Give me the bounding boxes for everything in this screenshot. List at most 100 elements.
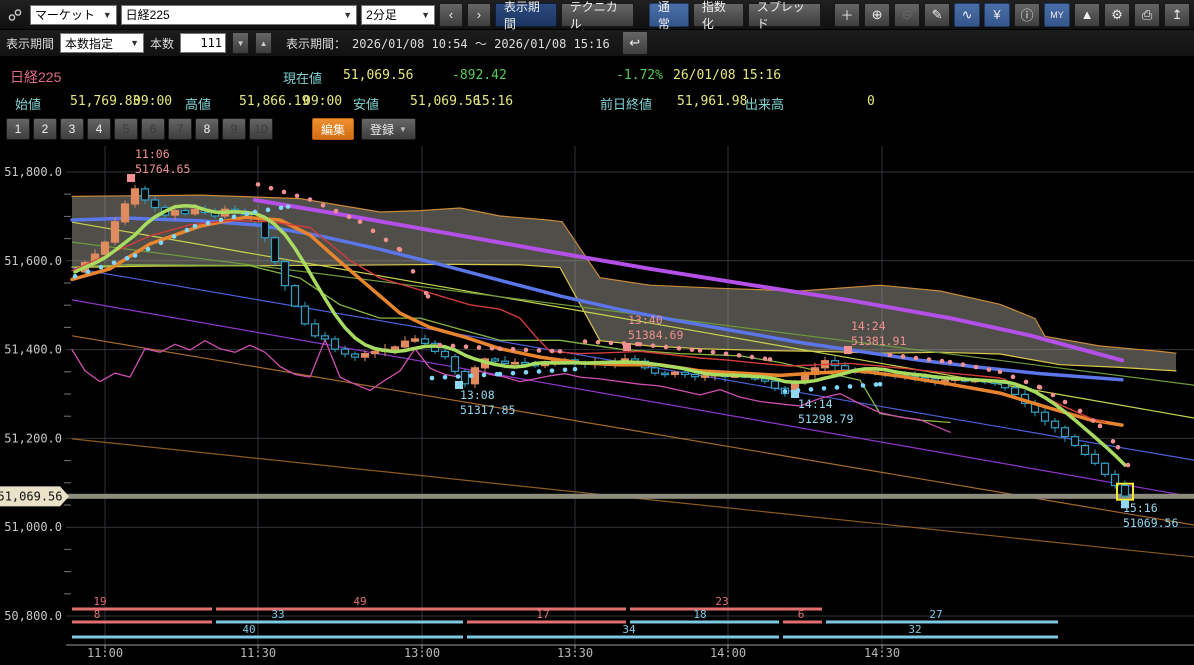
my-chart-icon[interactable]: MY xyxy=(1044,2,1071,27)
svg-text:33: 33 xyxy=(271,608,284,621)
settings-wrench-icon[interactable]: ⚙ xyxy=(1104,2,1131,27)
svg-text:51298.79: 51298.79 xyxy=(798,412,853,426)
low-label: 安値 xyxy=(353,97,380,112)
svg-text:51,600.0: 51,600.0 xyxy=(4,254,62,268)
svg-text:6: 6 xyxy=(798,608,805,621)
prev-close-label: 前日終値 xyxy=(600,97,653,112)
icon-button-group: ＋ ⊕ ⊖ ✎ ∿ ¥ ⓘ MY ▲ ⚙ ⎙ ↥ xyxy=(834,2,1191,27)
preset-button-9: 9 xyxy=(222,118,246,140)
svg-text:13:40: 13:40 xyxy=(628,313,663,327)
svg-text:32: 32 xyxy=(908,623,921,636)
zoom-in-icon[interactable]: ⊕ xyxy=(864,2,891,27)
svg-text:8: 8 xyxy=(94,608,101,621)
svg-text:15:16: 15:16 xyxy=(1123,501,1158,515)
chevron-down-icon: ▼ xyxy=(421,9,431,20)
quote-time: 15:16 xyxy=(742,68,782,83)
high-time: 09:00 xyxy=(303,94,343,109)
preset-button-6: 6 xyxy=(141,118,165,140)
spread-mode-button[interactable]: スプレッド xyxy=(747,0,821,31)
price-chart-canvas[interactable]: 51,800.0 51,600.0 51,400.0 51,200.0 51,000.0… xyxy=(0,140,1194,665)
reset-period-icon[interactable]: ↩ xyxy=(621,31,648,55)
zoom-out-icon: ⊖ xyxy=(894,2,921,27)
period-range-value: 2026/01/08 10:54 ～ 2026/01/08 15:16 xyxy=(352,36,610,51)
low-value: 51,069.56 xyxy=(410,94,481,109)
high-value: 51,866.19 xyxy=(239,94,310,109)
quote-date: 26/01/08 xyxy=(673,68,736,83)
preset-button-10: 10 xyxy=(249,118,273,140)
export-icon[interactable]: ↥ xyxy=(1164,2,1191,27)
svg-text:27: 27 xyxy=(929,608,942,621)
volume-label: 出来高 xyxy=(745,97,785,112)
svg-text:49: 49 xyxy=(353,595,366,608)
current-label: 現在値 xyxy=(283,71,323,86)
svg-text:51,200.0: 51,200.0 xyxy=(4,431,62,445)
crosshair-icon[interactable]: ＋ xyxy=(834,2,861,27)
svg-text:11:06: 11:06 xyxy=(135,147,170,161)
preset-button-4[interactable]: 4 xyxy=(87,118,111,140)
print-icon[interactable]: ⎙ xyxy=(1134,2,1161,27)
svg-text:14:14: 14:14 xyxy=(798,397,833,411)
preset-button-8[interactable]: 8 xyxy=(195,118,219,140)
mountain-chart-icon[interactable]: ▲ xyxy=(1074,2,1101,27)
period-range-label: 表示期間： xyxy=(286,36,347,51)
preset-button-2[interactable]: 2 xyxy=(33,118,57,140)
period-toolbar: 表示期間 本数指定▼ 本数 ▼ ▲ 表示期間： 2026/01/08 10:54… xyxy=(0,30,1194,57)
svg-text:13:30: 13:30 xyxy=(557,646,593,660)
next-button[interactable]: › xyxy=(467,2,491,27)
chart-area[interactable]: 51,800.0 51,600.0 51,400.0 51,200.0 51,000.0… xyxy=(0,140,1194,665)
preset-button-3[interactable]: 3 xyxy=(60,118,84,140)
chart-pointer-icon[interactable]: ∿ xyxy=(954,2,981,27)
open-time: 09:00 xyxy=(133,94,173,109)
prev-button[interactable]: ‹ xyxy=(439,2,463,27)
technical-button[interactable]: テクニカル xyxy=(560,0,634,31)
svg-text:50,800.0: 50,800.0 xyxy=(4,609,62,623)
register-button[interactable]: 登録 ▼ xyxy=(361,118,416,140)
svg-text:14:00: 14:00 xyxy=(710,646,746,660)
svg-text:23: 23 xyxy=(715,595,728,608)
normal-mode-button[interactable]: 通常 xyxy=(648,0,689,31)
chevron-down-icon: ▼ xyxy=(102,9,112,20)
main-toolbar: マーケット ▼ 日経225 ▼ 2分足 ▼ ‹ › 表示期間 テクニカル 通常 指数化… xyxy=(0,0,1194,31)
prev-close-value: 51,961.98 xyxy=(677,94,748,109)
draw-pencil-icon[interactable]: ✎ xyxy=(924,2,951,27)
spin-up-button[interactable]: ▲ xyxy=(255,32,273,54)
svg-text:51,069.56: 51,069.56 xyxy=(0,489,63,503)
svg-text:11:30: 11:30 xyxy=(240,646,276,660)
change-value: -892.42 xyxy=(452,68,507,83)
yen-icon[interactable]: ¥ xyxy=(984,2,1011,27)
edit-button[interactable]: 編集 xyxy=(312,118,355,140)
current-value: 51,069.56 xyxy=(343,68,414,83)
svg-text:51317.85: 51317.85 xyxy=(460,403,515,417)
svg-text:51,400.0: 51,400.0 xyxy=(4,343,62,357)
chevron-down-icon: ▼ xyxy=(399,124,407,134)
svg-text:14:24: 14:24 xyxy=(851,319,886,333)
display-period-button[interactable]: 表示期間 xyxy=(494,0,557,31)
preset-button-5: 5 xyxy=(114,118,138,140)
bars-label: 本数 xyxy=(150,36,175,51)
svg-text:51384.69: 51384.69 xyxy=(628,328,683,342)
count-mode-select[interactable]: 本数指定 ▼ xyxy=(60,33,145,53)
bars-count-input[interactable] xyxy=(180,33,227,53)
indexed-mode-button[interactable]: 指数化 xyxy=(692,0,744,31)
spin-down-button[interactable]: ▼ xyxy=(232,32,250,54)
svg-text:51764.65: 51764.65 xyxy=(135,162,190,176)
svg-text:51,000.0: 51,000.0 xyxy=(4,520,62,534)
preset-button-1[interactable]: 1 xyxy=(6,118,30,140)
interval-select[interactable]: 2分足 ▼ xyxy=(361,4,436,25)
display-period-label: 表示期間 xyxy=(6,36,55,51)
open-value: 51,769.83 xyxy=(70,94,141,109)
svg-text:13:00: 13:00 xyxy=(404,646,440,660)
quote-panel: 日経225 現在値 51,069.56 -892.42 -1.72% 26/01… xyxy=(0,57,1194,115)
svg-text:17: 17 xyxy=(536,608,549,621)
symbol-select[interactable]: 日経225 ▼ xyxy=(120,4,358,25)
change-percent: -1.72% xyxy=(616,68,663,83)
svg-text:13:08: 13:08 xyxy=(460,388,495,402)
low-time: 15:16 xyxy=(474,94,514,109)
chevron-down-icon: ▼ xyxy=(130,38,140,48)
market-select[interactable]: マーケット ▼ xyxy=(29,4,117,25)
symbol-name: 日経225 xyxy=(10,69,62,85)
link-icon[interactable] xyxy=(4,4,26,26)
info-icon[interactable]: ⓘ xyxy=(1014,2,1041,27)
volume-value: 0 xyxy=(867,94,875,109)
